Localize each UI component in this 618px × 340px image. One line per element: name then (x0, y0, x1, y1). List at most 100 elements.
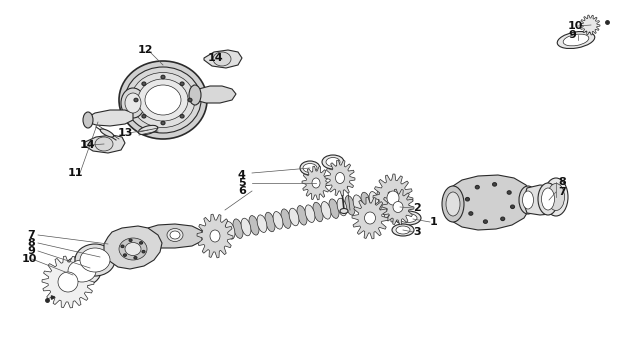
Ellipse shape (170, 231, 180, 239)
Ellipse shape (129, 239, 132, 241)
Ellipse shape (369, 191, 379, 209)
Text: 10: 10 (22, 254, 37, 264)
Ellipse shape (188, 98, 192, 102)
Ellipse shape (326, 157, 340, 167)
Polygon shape (325, 160, 355, 196)
Ellipse shape (507, 191, 511, 194)
Ellipse shape (392, 224, 414, 236)
Ellipse shape (217, 222, 227, 242)
Polygon shape (42, 256, 94, 308)
Ellipse shape (167, 228, 183, 241)
Polygon shape (197, 214, 233, 258)
Ellipse shape (300, 161, 320, 175)
Ellipse shape (353, 195, 363, 212)
Ellipse shape (465, 198, 470, 201)
Ellipse shape (340, 208, 348, 214)
Text: 2: 2 (413, 203, 421, 213)
Ellipse shape (121, 88, 145, 118)
Ellipse shape (213, 52, 231, 66)
Ellipse shape (119, 61, 207, 139)
Polygon shape (86, 110, 133, 126)
Ellipse shape (189, 85, 201, 105)
Ellipse shape (337, 198, 347, 216)
Ellipse shape (225, 222, 235, 239)
Ellipse shape (297, 206, 307, 225)
Ellipse shape (121, 245, 124, 248)
Polygon shape (193, 86, 236, 103)
Text: 6: 6 (238, 186, 246, 196)
Text: 11: 11 (68, 168, 83, 178)
Ellipse shape (493, 183, 497, 186)
Ellipse shape (119, 238, 147, 260)
Polygon shape (148, 224, 202, 248)
Ellipse shape (273, 211, 283, 229)
Ellipse shape (180, 115, 184, 118)
Polygon shape (382, 189, 414, 225)
Ellipse shape (249, 216, 259, 235)
Text: 1: 1 (430, 217, 438, 227)
Text: 3: 3 (413, 227, 421, 237)
Ellipse shape (58, 272, 78, 292)
Text: 10: 10 (568, 21, 583, 31)
Ellipse shape (140, 242, 143, 244)
Ellipse shape (313, 202, 323, 222)
Polygon shape (373, 174, 413, 222)
Ellipse shape (124, 254, 127, 256)
Ellipse shape (365, 212, 376, 224)
Polygon shape (204, 50, 242, 68)
Ellipse shape (312, 178, 320, 188)
Ellipse shape (131, 72, 195, 128)
Ellipse shape (377, 189, 387, 208)
Text: 4: 4 (238, 170, 246, 180)
Ellipse shape (340, 170, 348, 174)
Ellipse shape (548, 184, 564, 210)
Ellipse shape (125, 93, 141, 113)
Ellipse shape (399, 214, 417, 222)
Ellipse shape (265, 212, 275, 232)
Ellipse shape (80, 248, 110, 272)
Ellipse shape (257, 215, 267, 233)
Ellipse shape (134, 98, 138, 102)
Ellipse shape (393, 202, 403, 212)
Ellipse shape (336, 172, 344, 184)
Ellipse shape (510, 205, 515, 208)
Polygon shape (85, 135, 125, 153)
Ellipse shape (395, 211, 421, 225)
Ellipse shape (345, 195, 355, 215)
Ellipse shape (125, 242, 141, 255)
Polygon shape (445, 175, 532, 230)
Ellipse shape (538, 183, 558, 215)
Text: 12: 12 (138, 45, 153, 55)
Ellipse shape (446, 192, 460, 216)
Ellipse shape (142, 115, 146, 118)
Ellipse shape (210, 230, 220, 242)
Text: 7: 7 (558, 187, 565, 197)
Text: 7: 7 (27, 230, 35, 240)
Text: 14: 14 (80, 140, 96, 150)
Ellipse shape (396, 226, 410, 234)
Ellipse shape (541, 188, 554, 210)
Ellipse shape (161, 121, 165, 125)
Ellipse shape (95, 137, 113, 151)
Ellipse shape (180, 82, 184, 85)
Ellipse shape (138, 79, 188, 121)
Ellipse shape (361, 192, 371, 212)
Ellipse shape (557, 32, 595, 49)
Polygon shape (302, 166, 330, 200)
Ellipse shape (233, 219, 243, 238)
Text: 13: 13 (118, 128, 133, 138)
Ellipse shape (563, 34, 589, 46)
Ellipse shape (142, 82, 146, 85)
Text: 8: 8 (558, 177, 565, 187)
Text: 9: 9 (568, 30, 576, 40)
Ellipse shape (145, 85, 181, 115)
Text: 14: 14 (208, 53, 224, 63)
Ellipse shape (63, 256, 101, 286)
Ellipse shape (475, 185, 480, 189)
Ellipse shape (322, 155, 344, 169)
Ellipse shape (100, 129, 114, 137)
Ellipse shape (138, 125, 158, 135)
Ellipse shape (125, 67, 201, 133)
Polygon shape (525, 185, 556, 215)
Ellipse shape (83, 112, 93, 128)
